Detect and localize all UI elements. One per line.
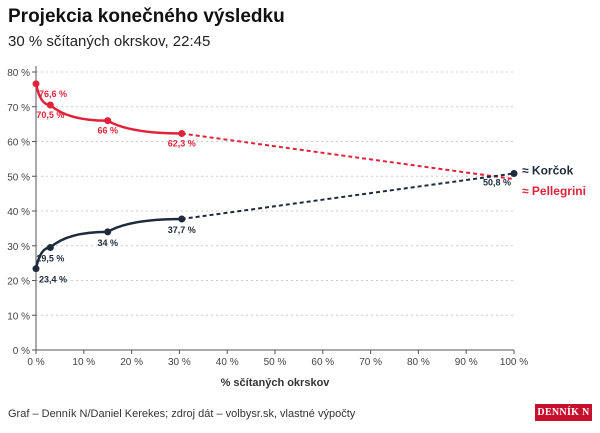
data-point — [510, 169, 518, 177]
chart-title: Projekcia konečného výsledku — [8, 6, 285, 27]
x-tick-label: 10 % — [72, 357, 95, 368]
data-point — [46, 243, 54, 251]
source-footer: Graf – Denník N/Daniel Kerekes; zdroj dá… — [8, 408, 356, 420]
series-line-1 — [34, 217, 182, 269]
y-tick-label: 0 % — [13, 346, 30, 357]
x-axis-label: % sčítaných okrskov — [221, 377, 331, 389]
data-point — [178, 130, 186, 138]
x-tick-label: 80 % — [407, 357, 430, 368]
y-tick-label: 10 % — [7, 311, 30, 322]
data-label: 37,7 % — [168, 225, 196, 235]
data-point — [46, 101, 54, 109]
y-tick-label: 70 % — [7, 103, 30, 114]
y-tick-label: 40 % — [7, 207, 30, 218]
projection-line-0 — [181, 132, 515, 181]
data-label: 50,8 % — [483, 177, 511, 187]
legend-label: ≈ Pellegrini — [522, 184, 586, 198]
data-label: 70,5 % — [36, 110, 64, 120]
x-tick-label: 90 % — [455, 357, 478, 368]
y-tick-label: 60 % — [7, 138, 30, 149]
series-line-0 — [34, 83, 182, 135]
x-tick-label: 50 % — [264, 357, 287, 368]
x-tick-label: 70 % — [359, 357, 382, 368]
data-point — [104, 228, 112, 236]
y-tick-label: 50 % — [7, 172, 30, 183]
x-tick-label: 0 % — [27, 357, 44, 368]
x-tick-label: 20 % — [120, 357, 143, 368]
x-tick-label: 100 % — [500, 357, 528, 368]
data-label: 62,3 % — [168, 139, 196, 149]
data-point — [32, 265, 40, 273]
x-tick-label: 60 % — [311, 357, 334, 368]
data-point — [178, 215, 186, 223]
data-label: 66 % — [97, 126, 118, 136]
y-tick-label: 80 % — [7, 68, 30, 79]
dennik-n-logo: DENNÍK N — [535, 404, 592, 421]
data-label: 76,6 % — [39, 89, 67, 99]
chart-subtitle: 30 % sčítaných okrskov, 22:45 — [8, 33, 211, 50]
data-label: 34 % — [97, 238, 118, 248]
data-label: 23,4 % — [39, 275, 67, 285]
x-tick-label: 40 % — [216, 357, 239, 368]
y-tick-label: 20 % — [7, 277, 30, 288]
legend-label: ≈ Korčok — [522, 163, 574, 177]
y-tick-label: 30 % — [7, 242, 30, 253]
x-tick-label: 30 % — [168, 357, 191, 368]
data-point — [104, 117, 112, 125]
projection-line-1 — [181, 172, 515, 220]
data-point — [32, 80, 40, 88]
data-label: 29,5 % — [36, 253, 64, 263]
